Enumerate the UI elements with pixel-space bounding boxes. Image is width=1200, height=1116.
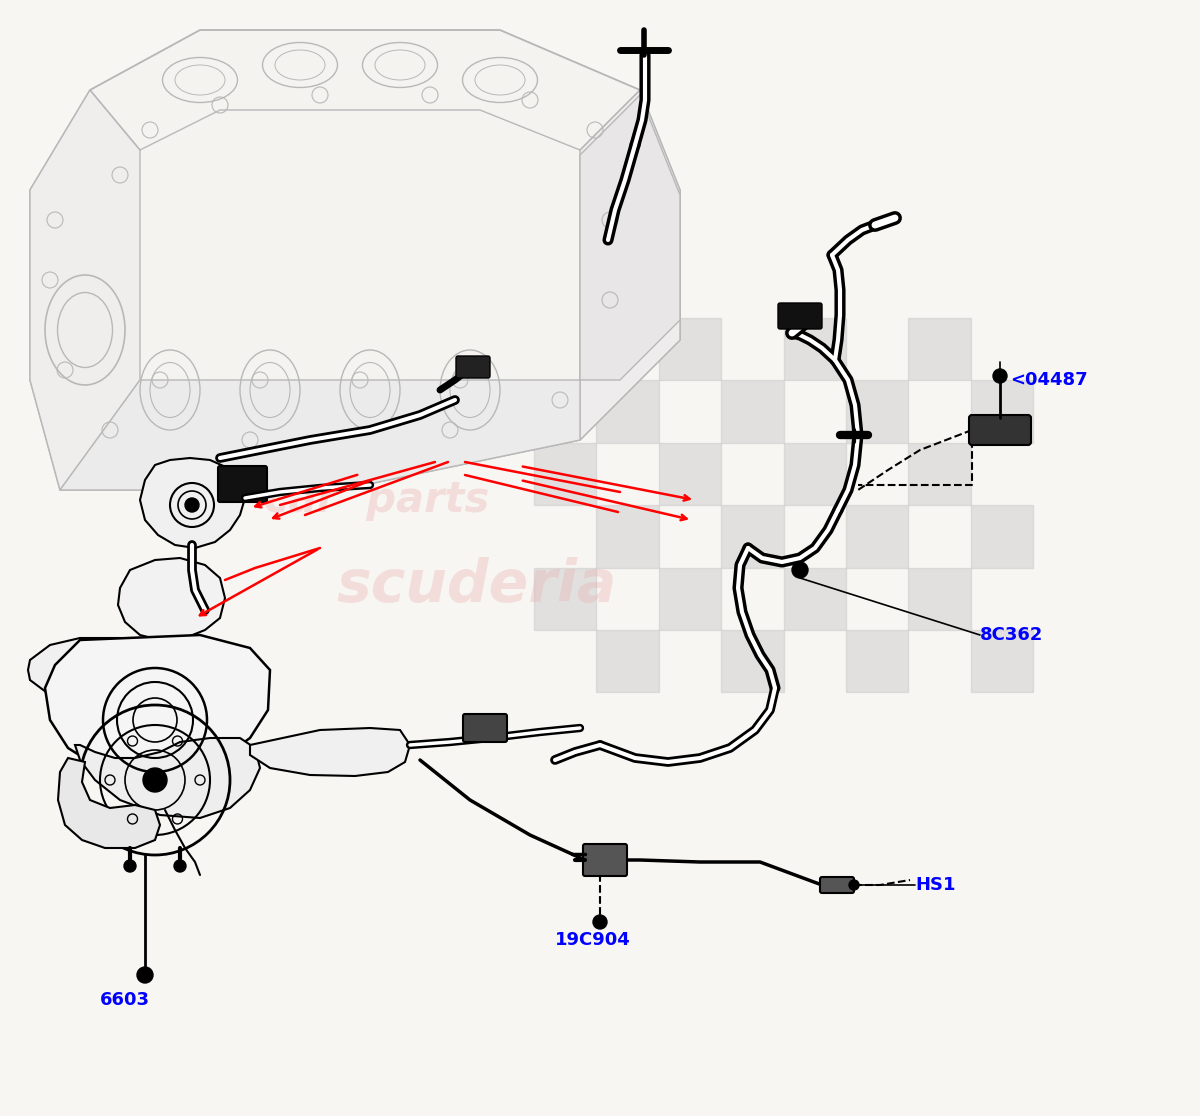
Text: car  parts: car parts bbox=[264, 479, 490, 521]
Polygon shape bbox=[74, 738, 260, 818]
FancyBboxPatch shape bbox=[456, 356, 490, 378]
Text: 6603: 6603 bbox=[100, 991, 150, 1009]
Circle shape bbox=[850, 881, 859, 889]
Polygon shape bbox=[46, 635, 270, 778]
Polygon shape bbox=[140, 458, 245, 548]
Bar bbox=[534, 318, 596, 381]
Circle shape bbox=[174, 860, 186, 872]
FancyBboxPatch shape bbox=[218, 466, 266, 502]
Polygon shape bbox=[28, 638, 145, 703]
Bar bbox=[971, 631, 1033, 692]
FancyBboxPatch shape bbox=[778, 304, 822, 329]
Bar bbox=[659, 568, 721, 631]
Text: 8C362: 8C362 bbox=[980, 626, 1043, 644]
Circle shape bbox=[185, 498, 199, 512]
Bar bbox=[908, 318, 971, 381]
Bar bbox=[784, 568, 846, 631]
Circle shape bbox=[137, 966, 154, 983]
Text: 19C904: 19C904 bbox=[554, 931, 631, 949]
Bar bbox=[596, 631, 659, 692]
Bar bbox=[596, 506, 659, 568]
Bar bbox=[971, 506, 1033, 568]
Circle shape bbox=[994, 369, 1007, 383]
Polygon shape bbox=[580, 90, 680, 440]
FancyBboxPatch shape bbox=[463, 714, 508, 742]
Bar bbox=[721, 381, 784, 443]
Bar bbox=[534, 568, 596, 631]
Bar bbox=[534, 443, 596, 506]
Bar bbox=[721, 631, 784, 692]
Polygon shape bbox=[30, 30, 680, 490]
Polygon shape bbox=[580, 95, 680, 381]
Bar bbox=[846, 506, 908, 568]
Bar bbox=[908, 443, 971, 506]
Circle shape bbox=[124, 860, 136, 872]
Polygon shape bbox=[60, 381, 580, 490]
Bar bbox=[846, 381, 908, 443]
Circle shape bbox=[143, 768, 167, 792]
Bar bbox=[784, 443, 846, 506]
Text: <04487: <04487 bbox=[1010, 371, 1087, 389]
Polygon shape bbox=[250, 728, 410, 776]
Circle shape bbox=[792, 562, 808, 578]
Text: scuderia: scuderia bbox=[336, 557, 617, 615]
Bar bbox=[659, 318, 721, 381]
Bar bbox=[721, 506, 784, 568]
Bar bbox=[971, 381, 1033, 443]
Polygon shape bbox=[118, 558, 226, 639]
FancyBboxPatch shape bbox=[820, 877, 854, 893]
FancyBboxPatch shape bbox=[583, 844, 628, 876]
Circle shape bbox=[593, 915, 607, 929]
Bar bbox=[596, 381, 659, 443]
Bar bbox=[659, 443, 721, 506]
Bar bbox=[784, 318, 846, 381]
Text: HS1: HS1 bbox=[916, 876, 955, 894]
Bar bbox=[846, 631, 908, 692]
FancyBboxPatch shape bbox=[970, 415, 1031, 445]
Bar bbox=[908, 568, 971, 631]
Polygon shape bbox=[58, 758, 160, 848]
Polygon shape bbox=[30, 90, 140, 490]
